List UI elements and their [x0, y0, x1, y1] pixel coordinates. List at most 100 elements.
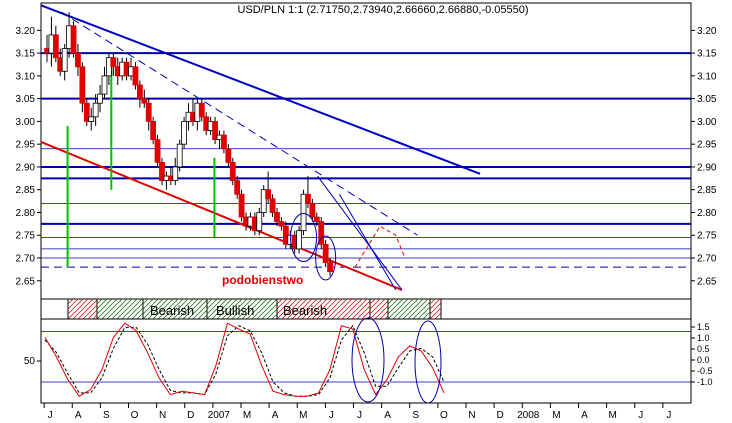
band-hatch: [96, 298, 108, 310]
band-hatch: [271, 313, 278, 320]
y-tick-label-right: 3.15: [697, 49, 717, 60]
candlesticks: [44, 12, 333, 277]
dashed-trendline: [61, 11, 418, 236]
trendlines: [40, 4, 481, 291]
band-hatch: [152, 298, 174, 320]
band-hatch: [417, 306, 431, 320]
chart-title: USD/PLN 1:1 (2.71750,2.73940,2.66660,2.6…: [237, 4, 528, 16]
band-hatch: [434, 312, 442, 320]
price-y-axis: 3.20 3.20 3.15 3.15 3.10 3.10 3.05 3.05 3.00 3.00…: [16, 26, 717, 287]
y-tick-label-right: 2.95: [697, 140, 717, 151]
x-tick-label: J: [666, 410, 671, 421]
x-tick-label: A: [581, 410, 588, 421]
x-tick-label: O: [131, 410, 139, 421]
band-hatch: [291, 298, 313, 320]
osc-main-line: [44, 322, 445, 397]
upper-trendline: [40, 4, 481, 175]
y-tick-label-left: 3.20: [16, 26, 36, 37]
osc-tick-label-right: -0.5: [697, 366, 713, 376]
pattern-bands: Bearish Bullish Bearish: [67, 298, 442, 320]
band-hatch: [142, 298, 159, 315]
x-tick-label: D: [187, 410, 194, 421]
osc-signal-line: [44, 324, 445, 397]
osc-highlight-oval: [351, 317, 385, 403]
y-tick-label-left: 3.15: [16, 49, 36, 60]
y-tick-label-right: 3.05: [697, 94, 717, 105]
band-hatch: [116, 298, 138, 320]
band-hatch: [206, 298, 223, 315]
band-hatch: [72, 298, 94, 320]
candle-body: [234, 180, 241, 195]
band-hatch: [397, 298, 419, 320]
x-axis: J A S O N D 2007 M A M J J A S O N D 2008 M A M J J: [41, 402, 691, 421]
band-hatch: [162, 298, 184, 320]
band-label: Bearish: [283, 303, 327, 318]
osc-tick-label-right: 1.0: [697, 333, 710, 343]
steep-trendline: [317, 175, 403, 291]
band-hatch: [142, 298, 149, 305]
band-hatch: [341, 298, 363, 320]
candle-body: [52, 34, 59, 59]
band-hatch: [101, 298, 123, 320]
x-tick-label: J: [329, 410, 334, 421]
x-tick-label: M: [608, 410, 616, 421]
band-hatch: [131, 307, 144, 320]
band-hatch: [121, 298, 143, 320]
candle-body: [97, 93, 103, 104]
band-label: Bearish: [150, 303, 194, 318]
band-hatch: [379, 310, 389, 320]
band-hatch: [106, 298, 128, 320]
steep-trendline: [339, 194, 397, 291]
x-tick-label: M: [552, 410, 560, 421]
band-hatch: [236, 298, 258, 320]
band-hatch: [221, 298, 243, 320]
band-hatch: [136, 312, 144, 320]
x-tick-label: 2008: [517, 410, 540, 421]
x-tick-label: S: [412, 410, 419, 421]
y-tick-label-right: 2.85: [697, 185, 717, 196]
band-hatch: [126, 302, 144, 320]
band-hatch: [266, 308, 278, 320]
candle-body: [154, 139, 161, 163]
band-hatch: [429, 298, 441, 310]
y-tick-label-right: 2.90: [697, 162, 717, 173]
x-tick-label: S: [103, 410, 110, 421]
y-tick-label-left: 3.00: [16, 117, 36, 128]
band-hatch: [281, 298, 303, 320]
osc-tick-label-right: -1.0: [697, 377, 713, 387]
x-tick-label: N: [468, 410, 475, 421]
candle-body: [274, 212, 280, 222]
highlight-oval: [315, 235, 337, 281]
band-hatch: [369, 298, 376, 305]
candle-body: [101, 75, 108, 95]
candle-body: [92, 102, 99, 118]
candle-body: [260, 189, 267, 213]
candle-body: [198, 102, 205, 118]
candle-body: [176, 143, 183, 168]
band-hatch: [306, 298, 328, 320]
highlight-oval: [290, 213, 318, 263]
band-hatch: [369, 298, 381, 310]
band-hatch: [387, 298, 409, 320]
band-hatch: [429, 307, 442, 320]
candle-body: [278, 221, 285, 227]
x-tick-label: A: [272, 410, 279, 421]
osc-tick-label-left: 50: [24, 356, 36, 367]
band-hatch: [187, 299, 208, 320]
candle-body: [225, 148, 232, 163]
y-tick-label-right: 2.75: [697, 231, 717, 242]
candle-body: [172, 166, 179, 181]
candle-body: [269, 198, 276, 213]
band-hatch: [429, 302, 442, 315]
band-hatch: [172, 298, 194, 320]
x-tick-label: N: [159, 410, 166, 421]
candle-body: [145, 102, 152, 122]
band-hatch: [256, 298, 278, 320]
y-tick-label-right: 2.70: [697, 254, 717, 265]
band-hatch: [374, 305, 389, 320]
highlight-ovals: [290, 213, 337, 281]
lower-trendline: [40, 140, 403, 291]
band-hatch: [147, 298, 169, 320]
candle-body: [322, 243, 329, 263]
oscillator: 1.51.00.50.0-0.5-1.0 50: [24, 317, 713, 404]
